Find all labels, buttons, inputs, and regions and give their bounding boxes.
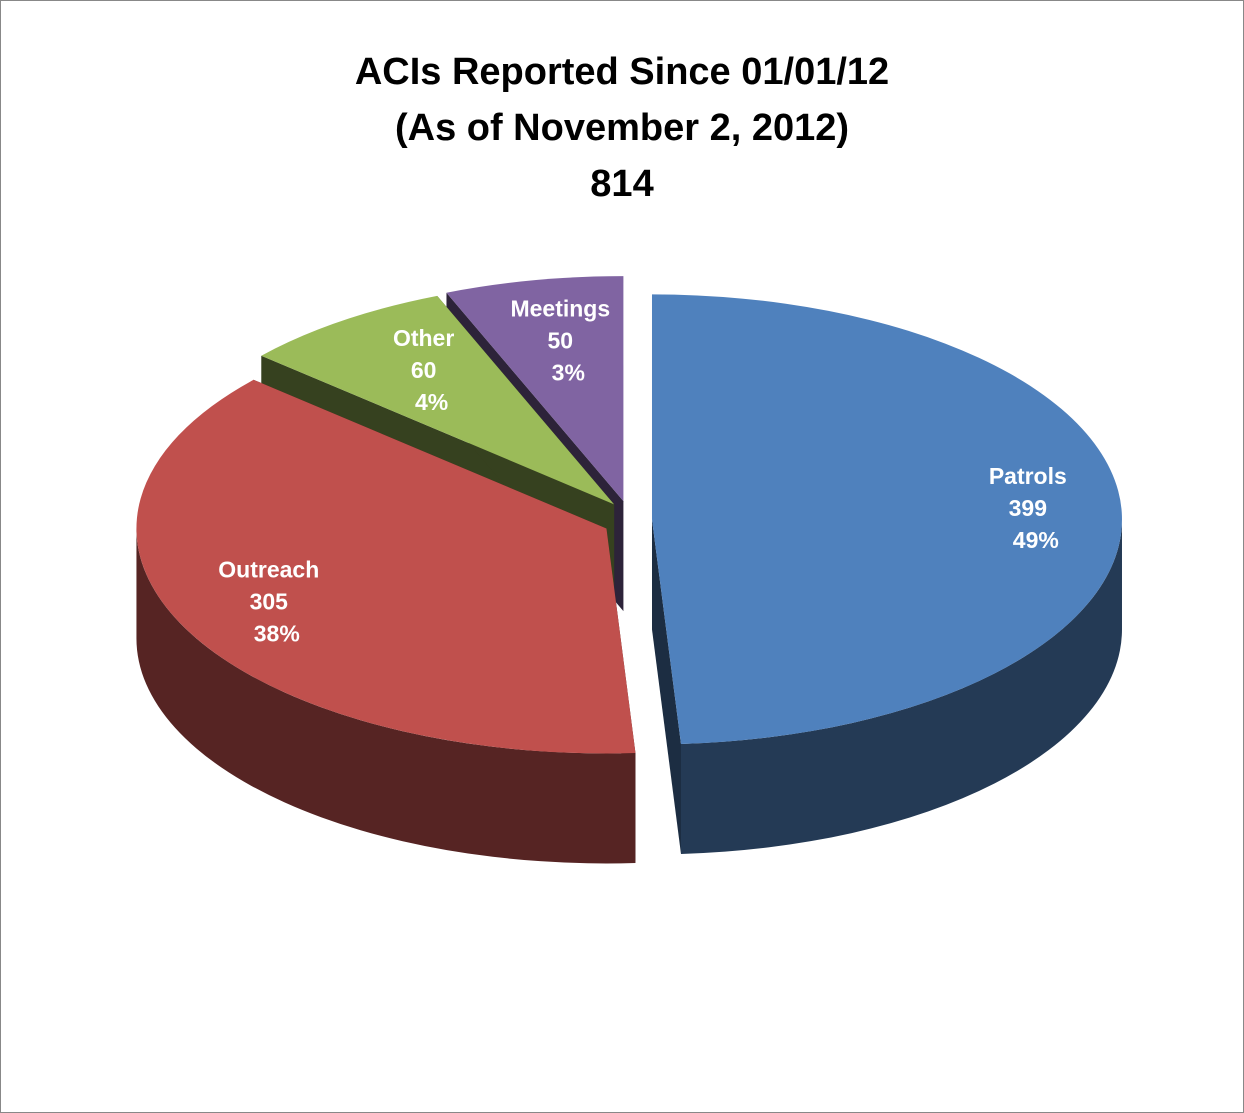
slice-side — [680, 519, 1122, 854]
slice — [651, 294, 1122, 854]
data-label: 50 — [548, 328, 574, 354]
data-label: 49% — [1013, 527, 1059, 553]
slice-top — [651, 294, 1122, 744]
data-label: Outreach — [218, 557, 319, 583]
data-label: Patrols — [989, 463, 1067, 489]
data-label: 4% — [415, 389, 448, 415]
data-label: 305 — [250, 589, 289, 615]
data-label: 60 — [411, 357, 437, 383]
chart-title: ACIs Reported Since 01/01/12 — [355, 51, 889, 93]
slice-top — [261, 295, 615, 505]
slice-wall — [651, 519, 681, 854]
data-label: Other — [393, 325, 454, 351]
slice — [136, 379, 636, 864]
slice-side — [136, 528, 636, 864]
data-label: 38% — [254, 621, 300, 647]
slice-top — [446, 276, 624, 502]
chart-total: 814 — [590, 163, 653, 205]
data-label: 399 — [1009, 495, 1047, 521]
data-label: 3% — [552, 360, 585, 386]
data-label: Meetings — [510, 296, 610, 322]
slice-top — [136, 379, 636, 754]
chart-subtitle: (As of November 2, 2012) — [395, 107, 849, 149]
